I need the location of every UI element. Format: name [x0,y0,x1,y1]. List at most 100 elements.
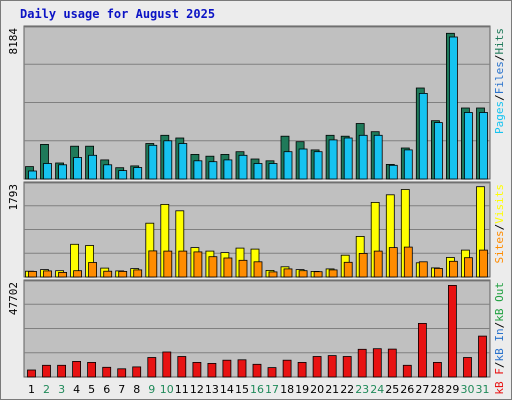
bottom-bar-kb-f [387,348,397,378]
top-bar-files [103,164,113,180]
bottom-bar-kb-f [162,351,172,378]
bottom-bar-kb-f [207,362,217,378]
top-bar-files [268,163,278,180]
middle-bar-sites [178,250,188,278]
bottom-bar-kb-f [357,348,367,378]
middle-bar-sites [373,250,383,278]
bottom-bar-kb-f [117,368,127,378]
bottom-legend: kB F/kB In/kB Out [493,282,506,395]
middle-legend-part: / [493,224,506,231]
bottom-legend-part: kB F [493,368,506,395]
bottom-bar-kb-f [147,357,157,378]
bottom-bar-kb-f [87,361,96,378]
top-bar-files [43,163,52,180]
x-tick-label: 18 [280,383,294,396]
top-bar-files [463,112,473,180]
bottom-bar-kb-f [297,361,307,378]
middle-y-max-label: 1793 [7,184,20,211]
top-bar-files [208,161,218,180]
top-bar-files [433,122,443,180]
bottom-legend-part: kB In [493,328,506,361]
x-tick-label: 17 [265,383,279,396]
top-bar-files [88,154,97,180]
x-tick-label: 21 [325,383,339,396]
bottom-bar-kb-f [432,361,442,378]
middle-bar-sites [148,250,158,278]
bottom-bar-kb-f [192,361,202,378]
middle-bar-sites [163,250,173,278]
bottom-bar-kb-f [402,364,412,378]
top-legend: Pages/Files/Hits [493,28,506,134]
bottom-bar-kb-f [237,359,247,378]
middle-legend-part: Visits [493,184,506,224]
x-tick-label: 31 [476,383,490,396]
bottom-bar-kb-f [312,356,322,378]
x-tick-label: 14 [220,383,234,396]
bottom-legend-part: / [493,322,506,329]
top-bar-files [163,140,173,180]
bottom-bar-kb-f [252,363,262,378]
middle-bar-sites [343,261,353,278]
bottom-bar-kb-f [72,360,81,378]
middle-bar-sites [313,271,323,278]
top-bar-files [388,164,398,180]
top-bar-files [298,148,308,180]
bottom-bar-kb-f [327,355,337,378]
middle-bar-sites [448,260,458,278]
middle-panel: 1793 Sites/Visits [7,181,506,278]
x-tick-label: 16 [250,383,264,396]
x-tick-label: 11 [175,383,189,396]
bottom-bar-kb-f [417,322,427,378]
top-bar-files [58,164,67,180]
middle-bar-sites [238,259,248,278]
top-bar-files [223,159,233,180]
top-bar-files [178,143,188,180]
middle-bar-sites [403,246,413,278]
x-tick-label: 6 [103,383,110,396]
x-tick-label: 29 [445,383,459,396]
top-legend-part: Hits [493,28,506,55]
bottom-bar-kb-f [177,356,187,378]
top-bar-files [73,157,82,180]
x-tick-label: 20 [310,383,324,396]
top-bar-files [418,93,428,180]
x-tick-label: 23 [355,383,369,396]
middle-bar-sites [358,252,368,278]
bottom-bar-kb-f [372,348,382,378]
top-bar-files [193,160,203,180]
middle-legend: Sites/Visits [493,184,506,264]
top-legend-part: Files [493,61,506,94]
middle-bar-sites [133,269,143,278]
x-tick-label: 4 [73,383,80,396]
bottom-bar-kb-f [27,369,36,378]
bottom-bar-kb-f [57,364,66,378]
x-tick-label: 8 [133,383,140,396]
middle-bar-sites [88,262,97,278]
top-bar-files [328,139,338,180]
middle-bar-sites [193,251,203,278]
bottom-bar-kb-f [342,356,352,378]
top-bar-files [133,167,143,180]
top-bar-files [283,151,293,180]
middle-bar-sites [463,257,473,278]
bottom-bar-kb-f [463,357,472,378]
bottom-bar-kb-f [42,364,51,378]
middle-bar-sites [388,247,398,278]
x-tick-label: 15 [235,383,249,396]
x-tick-label: 24 [370,383,384,396]
bottom-bar-kb-f [222,359,232,378]
middle-bar-sites [223,257,233,278]
x-tick-label: 22 [340,383,354,396]
middle-bar-sites [268,271,278,278]
x-tick-label: 28 [430,383,444,396]
x-tick-label: 26 [400,383,414,396]
top-bar-files [479,112,488,180]
middle-bar-sites [58,271,67,278]
middle-bar-sites [103,270,113,278]
middle-bar-sites [43,270,52,278]
top-bar-files [238,154,248,180]
x-tick-label: 30 [461,383,475,396]
top-bar-files [28,170,37,180]
